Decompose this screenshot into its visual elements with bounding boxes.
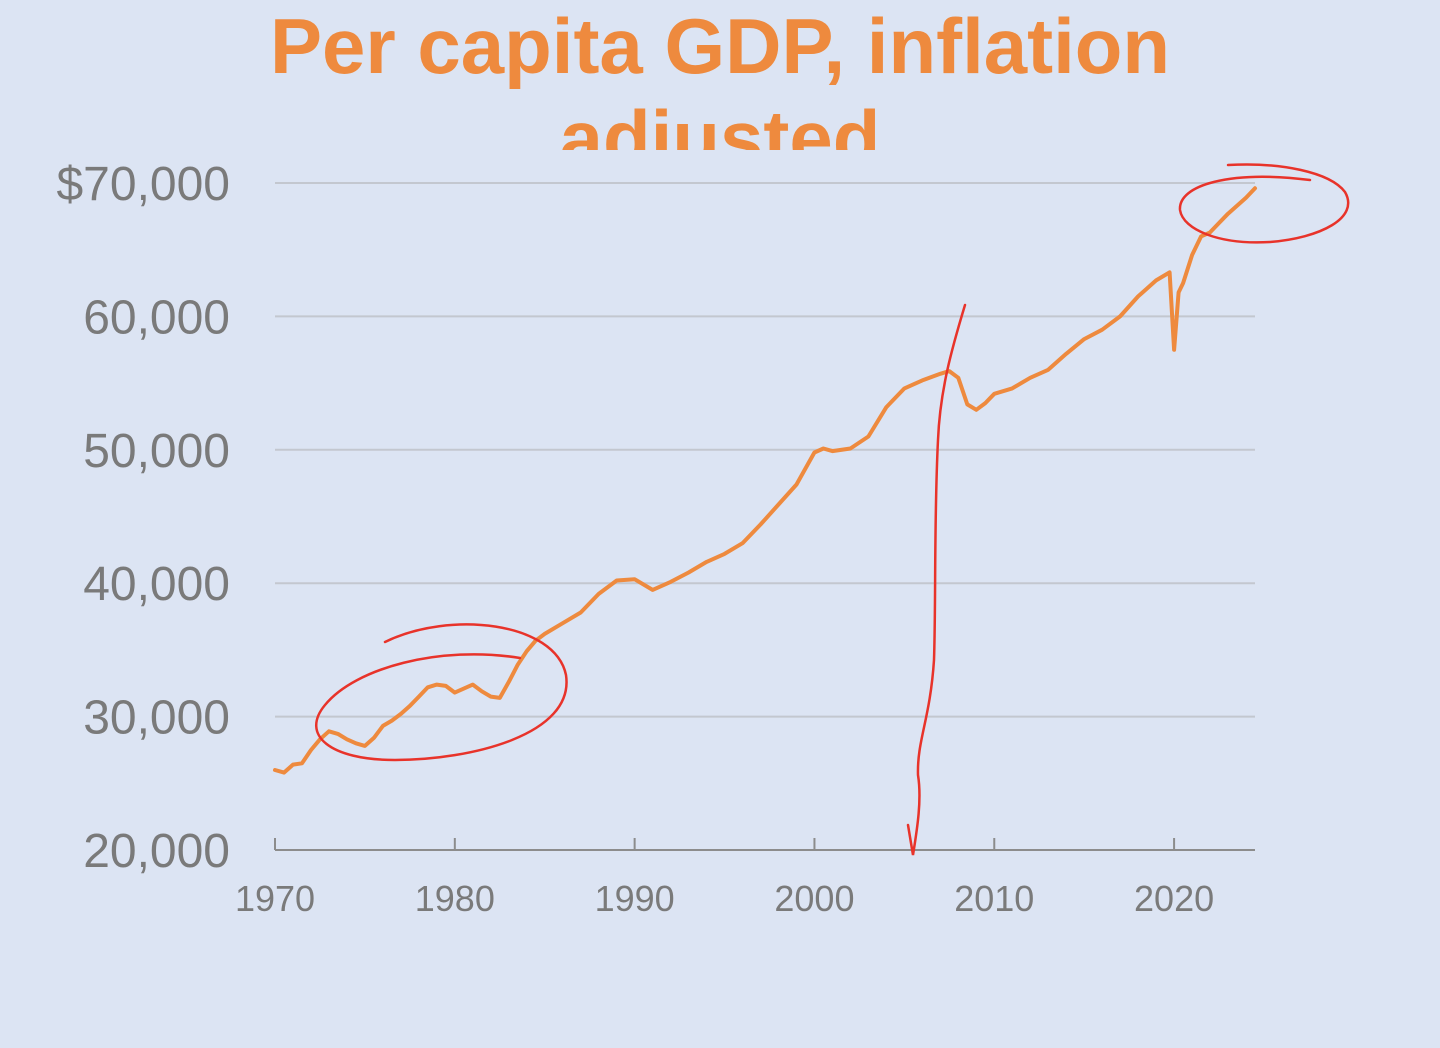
y-tick-label-50000: 50,000 [83, 425, 230, 478]
series-line-0 [273, 186, 1257, 775]
x-tick-label-1980: 1980 [415, 878, 495, 919]
y-tick-label-60000: 60,000 [83, 291, 230, 344]
y-tick-label-30000: 30,000 [83, 692, 230, 745]
y-axis-tick-labels: 20,000 30,000 40,000 50,000 60,000 $70,000 [56, 158, 230, 878]
y-tick-label-40000: 40,000 [83, 558, 230, 611]
y-tick-label-70000: $70,000 [56, 158, 230, 211]
x-tick-label-2000: 2000 [774, 878, 854, 919]
x-axis [274, 838, 1255, 851]
chart-title: Per capita GDP, inflation adjusted [0, 0, 1440, 150]
gridlines [275, 182, 1255, 718]
annotation-circle-recent [1178, 163, 1350, 244]
annotation-circle-1970s [315, 623, 568, 762]
x-tick-label-2010: 2010 [954, 878, 1034, 919]
x-tick-label-2020: 2020 [1134, 878, 1214, 919]
handwritten-annotations [315, 163, 1350, 856]
series-group [273, 186, 1257, 775]
y-tick-label-20000: 20,000 [83, 825, 230, 878]
chart-title-line-2: adjusted [559, 94, 881, 150]
annotation-vertical-stroke [906, 303, 967, 856]
chart-title-line-1: Per capita GDP, inflation [269, 2, 1171, 90]
x-tick-label-1990: 1990 [595, 878, 675, 919]
x-tick-label-1970: 1970 [235, 878, 315, 919]
x-axis-tick-labels: 1970 1980 1990 2000 2010 2020 [235, 878, 1214, 919]
